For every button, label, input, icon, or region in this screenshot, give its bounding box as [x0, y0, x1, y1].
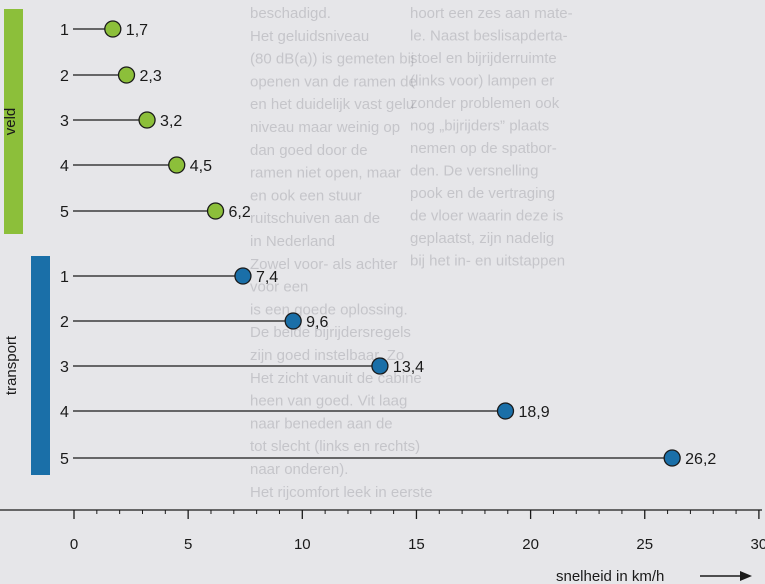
value-label: 2,3 — [140, 68, 162, 85]
group-label-transport: transport — [3, 335, 20, 395]
value-label: 26,2 — [685, 451, 716, 468]
background-text-line: zijn goed instelbaar. Zo — [250, 347, 404, 364]
background-text-line: Het geluidsniveau — [250, 28, 369, 45]
lollipop-point — [138, 111, 156, 129]
background-text-line: ruitschuiven aan de — [250, 210, 380, 227]
lollipop-point — [206, 202, 225, 220]
background-text-line: en ook een stuur — [250, 187, 362, 204]
row-label: 2 — [60, 68, 69, 85]
lollipop-point — [234, 267, 252, 285]
background-text-line: pook en de vertraging — [410, 185, 555, 202]
row-label: 5 — [60, 204, 69, 221]
value-label: 18,9 — [518, 404, 549, 421]
row-label: 1 — [60, 22, 69, 39]
lollipop-point — [663, 449, 681, 467]
x-tick-label: 5 — [184, 536, 192, 553]
lollipop-point — [284, 312, 302, 330]
row-label: 2 — [60, 314, 69, 331]
x-axis-title: snelheid in km/h — [556, 568, 664, 584]
background-text-line: den. De versnelling — [410, 163, 538, 180]
background-text-line: Zowel voor- als achter — [250, 256, 398, 273]
row-label: 3 — [60, 359, 69, 376]
background-text-line: niveau maar weinig op — [250, 119, 400, 136]
value-label: 3,2 — [160, 113, 182, 130]
background-text-line: stoel en bijrijderruimte — [410, 50, 557, 67]
group-bar-transport — [31, 256, 50, 475]
background-text-line: voor een — [250, 279, 308, 296]
lollipop-point — [168, 156, 186, 174]
x-tick-label: 0 — [70, 536, 78, 553]
row-label: 4 — [60, 404, 69, 421]
group-bar-veld — [4, 9, 23, 234]
lollipop-point — [104, 20, 122, 38]
background-text-layer: hoort een zes aan mate-le. Naast beslisa… — [250, 5, 573, 501]
x-tick-label: 15 — [408, 536, 425, 553]
group-label-veld: veld — [2, 108, 19, 136]
background-text-line: tot slecht (links en rechts) — [250, 438, 420, 455]
background-text-line: naar onderen). — [250, 461, 348, 478]
row-label: 5 — [60, 451, 69, 468]
background-text-line: en het duidelijk vast gelu — [250, 96, 414, 113]
background-text-line: naar beneden aan de — [250, 415, 393, 432]
background-text-line: heen van goed. Vit laag — [250, 393, 407, 410]
value-label: 9,6 — [306, 314, 328, 331]
background-text-line: hoort een zes aan mate- — [410, 5, 573, 22]
background-text-line: le. Naast beslisapderta- — [410, 28, 568, 45]
x-tick-label: 10 — [294, 536, 311, 553]
background-text-line: bij het in- en uitstappen — [410, 253, 565, 270]
background-text-line: nog „bijrijders” plaats — [410, 118, 549, 135]
axis-arrow-head — [740, 571, 752, 581]
background-text-line: zonder problemen ook — [410, 95, 560, 112]
row-label: 4 — [60, 158, 69, 175]
value-label: 4,5 — [190, 158, 212, 175]
x-tick-label: 30 — [751, 536, 765, 553]
value-label: 7,4 — [256, 269, 278, 286]
lollipop-point — [371, 357, 389, 375]
background-article-text: hoort een zes aan mate-le. Naast beslisa… — [230, 0, 760, 584]
background-text-line: (80 dB(a)) is gemeten bij — [250, 51, 414, 68]
lollipop-point — [117, 66, 136, 84]
background-text-line: beschadigd. — [250, 5, 331, 22]
value-label: 13,4 — [393, 359, 424, 376]
lollipop-point — [496, 402, 515, 420]
background-text-line: nemen op de spatbor- — [410, 140, 557, 157]
background-text-line: (links voor) lampen er — [410, 73, 554, 90]
value-label: 1,7 — [126, 22, 148, 39]
row-label: 1 — [60, 269, 69, 286]
background-text-line: Het rijcomfort leek in eerste — [250, 484, 433, 501]
background-text-line: in Nederland — [250, 233, 335, 250]
background-text-line: ramen niet open, maar — [250, 165, 401, 182]
x-tick-label: 25 — [636, 536, 653, 553]
background-text-line: dan goed door de — [250, 142, 368, 159]
background-text-line: geplaatst, zijn nadelig — [410, 230, 554, 247]
row-label: 3 — [60, 113, 69, 130]
value-label: 6,2 — [229, 204, 251, 221]
x-tick-label: 20 — [522, 536, 539, 553]
background-text-line: de vloer waarin deze is — [410, 208, 563, 225]
background-text-line: openen van de ramen de — [250, 73, 417, 90]
